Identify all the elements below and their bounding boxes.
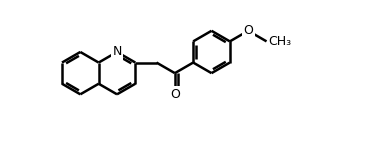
Text: O: O xyxy=(170,88,180,101)
Text: N: N xyxy=(112,45,122,59)
Text: O: O xyxy=(243,24,253,37)
Text: CH₃: CH₃ xyxy=(268,35,292,48)
